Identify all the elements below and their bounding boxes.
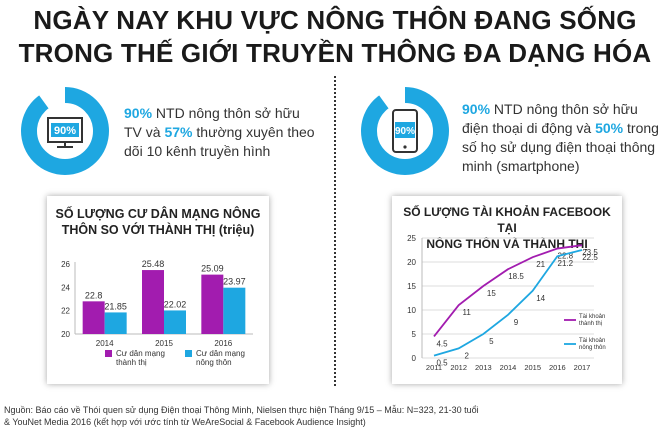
bar-value-label: 25.09	[201, 264, 224, 274]
line-legend-label: Tài khoản	[579, 338, 605, 344]
phone-stat-pct1: 90%	[462, 101, 491, 117]
line-chart-title-line2: NÔNG THÔN VÀ THÀNH THỊ	[426, 237, 588, 251]
phone-stat-text3: số họ sử dụng điện thoại thông	[462, 139, 656, 155]
line-series-urban	[433, 244, 583, 337]
phone-donut-gap	[378, 86, 406, 110]
page-title-line1: NGÀY NAY KHU VỰC NÔNG THÔN ĐANG SỐNG	[33, 5, 637, 35]
line-y-tick-label: 15	[407, 282, 416, 291]
bar-chart-card: SỐ LƯỢNG CƯ DÂN MẠNG NÔNG THÔN SO VỚI TH…	[47, 196, 269, 384]
line-x-tick-label: 2012	[450, 363, 467, 372]
phone-percent-label: 90%	[395, 126, 415, 137]
phone-stat-text4: minh (smartphone)	[462, 158, 580, 174]
tv-icon: 90%	[47, 117, 83, 148]
phone-stat-text2a: điện thoại di động và	[462, 120, 596, 136]
page-title: NGÀY NAY KHU VỰC NÔNG THÔN ĐANG SỐNG TRO…	[0, 4, 670, 70]
line-value-label: 0.5	[436, 359, 448, 368]
bar-y-tick-label: 26	[61, 260, 70, 269]
bar-x-tick-label: 2015	[155, 339, 173, 348]
line-value-label: 11	[463, 308, 472, 317]
line-chart-card: SỐ LƯỢNG TÀI KHOẢN FACEBOOK TẠI NÔNG THÔ…	[392, 196, 622, 384]
line-x-tick-label: 2017	[574, 363, 591, 372]
bar-chart-title: SỐ LƯỢNG CƯ DÂN MẠNG NÔNG THÔN SO VỚI TH…	[47, 206, 269, 238]
bar-legend-label: nông thôn	[196, 358, 232, 367]
tv-stat-pct1: 90%	[124, 105, 153, 121]
tv-donut: 90%	[21, 86, 109, 175]
line-value-label: 15	[487, 289, 496, 298]
tv-stat-text2a: TV và	[124, 124, 165, 140]
bar-value-label: 22.8	[85, 290, 103, 300]
bar-y-tick-label: 20	[61, 330, 70, 339]
bar-value-label: 22.02	[164, 299, 187, 309]
bar-y-tick-label: 24	[61, 283, 70, 292]
line-value-label: 4.5	[436, 339, 448, 348]
source-footnote-line2: & YouNet Media 2016 (kết hợp với ước tín…	[4, 417, 366, 427]
bar-chart-title-line1: SỐ LƯỢNG CƯ DÂN MẠNG NÔNG	[55, 207, 261, 221]
tv-stat-text2b: thường xuyên theo	[192, 124, 315, 140]
phone-donut: 90%	[361, 86, 449, 175]
phone-stat-text2b: trong	[623, 120, 659, 136]
bar-legend-label: thành thị	[116, 358, 147, 367]
line-value-label: 22.5	[582, 253, 598, 262]
bar-legend-swatch	[185, 350, 192, 357]
line-series-rural	[433, 249, 583, 357]
tv-stat-text1: NTD nông thôn sở hữu	[152, 105, 300, 121]
line-value-label: 21.2	[558, 259, 574, 268]
bar-chart-title-line2: THÔN SO VỚI THÀNH THỊ (triệu)	[61, 223, 255, 237]
line-x-tick-label: 2013	[475, 363, 492, 372]
line-y-tick-label: 25	[407, 234, 416, 243]
line-value-label: 5	[489, 337, 494, 346]
line-chart-title: SỐ LƯỢNG TÀI KHOẢN FACEBOOK TẠI NÔNG THÔ…	[392, 204, 622, 252]
line-value-label: 9	[514, 318, 519, 327]
line-y-tick-label: 5	[412, 330, 417, 339]
line-y-tick-label: 20	[407, 258, 416, 267]
line-legend-label: thành thị	[579, 321, 602, 327]
bar-value-label: 21.85	[104, 301, 127, 311]
tv-stat-pct2: 57%	[164, 124, 193, 140]
bar-value-label: 23.97	[223, 277, 246, 287]
bar-value-label: 25.48	[142, 259, 165, 269]
bar-legend-swatch	[105, 350, 112, 357]
line-legend-label: Tài khoản	[579, 314, 605, 320]
line-value-label: 22.8	[558, 252, 574, 261]
line-value-label: 18.5	[508, 272, 524, 281]
phone-icon: 90%	[392, 109, 418, 153]
source-footnote: Nguồn: Báo cáo về Thói quen sử dụng Điện…	[4, 404, 664, 428]
tv-percent-label: 90%	[54, 125, 76, 137]
page-title-line2: TRONG THẾ GIỚI TRUYỀN THÔNG ĐA DẠNG HÓA	[18, 38, 652, 68]
line-x-tick-label: 2014	[500, 363, 517, 372]
tv-stat-text3: dõi 10 kênh truyền hình	[124, 143, 271, 159]
tv-donut-gap	[38, 86, 66, 110]
line-legend-label: nông thôn	[579, 345, 606, 351]
phone-stat-text: 90% NTD nông thôn sở hữu điện thoại di đ…	[462, 100, 659, 176]
bar-urban	[82, 301, 105, 334]
bar-rural	[223, 287, 246, 334]
bar-chart: 20 22 24 26 22.821.85 2014 25.48 22.02 2015 25.09…	[61, 259, 253, 367]
bar-urban	[201, 274, 224, 334]
tv-stat-text: 90% NTD nông thôn sở hữu TV và 57% thườn…	[124, 104, 315, 161]
bar-legend-label: Cư dân mạng	[116, 349, 165, 358]
bar-rural	[164, 310, 186, 334]
bar-rural	[104, 312, 127, 334]
source-footnote-line1: Nguồn: Báo cáo về Thói quen sử dụng Điện…	[4, 405, 479, 415]
bar-urban	[142, 270, 164, 334]
line-y-tick-label: 0	[412, 354, 417, 363]
line-x-tick-label: 2015	[524, 363, 541, 372]
line-value-label: 14	[536, 294, 545, 303]
line-y-tick-label: 10	[407, 306, 416, 315]
line-chart-title-line1: SỐ LƯỢNG TÀI KHOẢN FACEBOOK TẠI	[403, 205, 611, 235]
bar-x-tick-label: 2016	[214, 339, 232, 348]
center-divider	[334, 76, 336, 386]
line-x-tick-label: 2011	[426, 363, 442, 372]
bar-y-tick-label: 22	[61, 307, 70, 316]
line-value-label: 21	[536, 260, 545, 269]
line-x-tick-label: 2016	[549, 363, 566, 372]
bar-x-tick-label: 2014	[96, 339, 114, 348]
phone-stat-text1: NTD nông thôn sở hữu	[490, 101, 638, 117]
line-value-label: 23.5	[582, 248, 598, 257]
line-value-label: 2	[464, 351, 469, 360]
bar-legend-label: Cư dân mạng	[196, 349, 245, 358]
phone-stat-pct2: 50%	[595, 120, 624, 136]
